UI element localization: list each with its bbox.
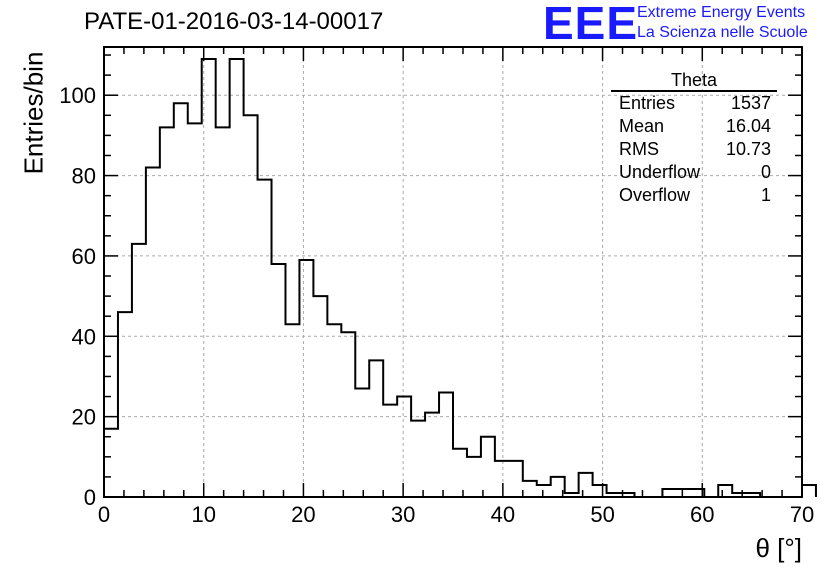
histogram-bin (258, 180, 272, 497)
histogram-bin (523, 481, 537, 497)
histogram-bin (425, 413, 439, 497)
logo-caption: Extreme Energy Events La Scienza nelle S… (637, 3, 808, 43)
y-axis-label: Entries/bin (18, 51, 49, 175)
stats-label: Entries (619, 93, 676, 113)
stats-label: Overflow (619, 185, 691, 205)
stats-row-mean: Mean 16.04 (611, 115, 777, 138)
x-tick-label: 0 (98, 502, 110, 527)
x-tick-label: 50 (590, 502, 614, 527)
histogram-bin (397, 397, 411, 497)
histogram-bin (299, 260, 313, 497)
y-tick-label: 0 (84, 485, 96, 510)
histogram-bin (202, 59, 216, 497)
stats-value: 1537 (730, 93, 771, 113)
y-tick-label: 80 (72, 164, 96, 189)
x-tick-label: 10 (191, 502, 215, 527)
histogram-bin (230, 59, 244, 497)
x-tick-label: 40 (491, 502, 515, 527)
stats-value: 1 (760, 185, 771, 205)
histogram-bin (118, 312, 132, 497)
stats-row-overflow: Overflow 1 (611, 184, 777, 207)
x-tick-label: 30 (391, 502, 415, 527)
stats-value: 0 (760, 162, 771, 182)
stats-row-underflow: Underflow 0 (611, 161, 777, 184)
histogram-bin (579, 473, 593, 497)
stats-label: Underflow (619, 162, 701, 182)
histogram-bin (216, 127, 230, 497)
eee-logo: EEE (543, 0, 639, 49)
histogram-bin (718, 485, 732, 497)
statistics-box: Theta Entries 1537 Mean 16.04 RMS 10.73 … (611, 70, 777, 207)
y-tick-label: 60 (72, 244, 96, 269)
histogram-series-theta (103, 58, 817, 498)
histogram-bin (174, 103, 188, 497)
histogram-bin (341, 332, 355, 497)
histogram-bin (369, 360, 383, 497)
histogram-bin (509, 461, 523, 497)
histogram-bin (411, 421, 425, 497)
histogram-bin (160, 127, 174, 497)
stats-label: Mean (619, 116, 665, 136)
histogram-bin (383, 405, 397, 497)
plot-frame (103, 46, 803, 498)
run-title: PATE-01-2016-03-14-00017 (84, 8, 384, 35)
axis-ticks (103, 47, 803, 498)
stats-value: 16.04 (725, 116, 771, 136)
histogram-bin (676, 489, 690, 497)
histogram-bin (188, 123, 202, 497)
stats-title: Theta (611, 70, 777, 92)
stats-value: 10.73 (725, 139, 771, 159)
y-tick-label: 20 (72, 405, 96, 430)
y-tick-label: 100 (59, 83, 96, 108)
histogram-bin (313, 296, 327, 497)
histogram-bin (244, 115, 258, 497)
logo-caption-line1: Extreme Energy Events (637, 4, 806, 21)
histogram-bin (802, 485, 816, 497)
histogram-bin (662, 489, 676, 497)
histogram-bin (467, 457, 481, 497)
x-axis-label: θ [°] (755, 533, 802, 563)
histogram-bin (537, 485, 551, 497)
stats-row-rms: RMS 10.73 (611, 138, 777, 161)
histogram-bin (327, 324, 341, 497)
y-tick-label: 40 (72, 324, 96, 349)
logo-caption-line2: La Scienza nelle Scuole (637, 24, 808, 41)
stats-label: RMS (619, 139, 659, 159)
histogram-bin (146, 168, 160, 497)
x-tick-label: 60 (690, 502, 714, 527)
x-tick-label: 70 (790, 502, 814, 527)
x-axis-tick-labels: 0 10 20 30 40 50 60 70 (98, 502, 814, 527)
histogram-bin (481, 437, 495, 497)
x-tick-label: 20 (291, 502, 315, 527)
histogram-bin (593, 485, 607, 497)
y-axis-tick-labels: 0 20 40 60 80 100 (59, 83, 96, 510)
histogram-bin (355, 389, 369, 497)
stats-row-entries: Entries 1537 (611, 92, 777, 115)
histogram-bin (495, 461, 509, 497)
histogram-bin (439, 393, 453, 497)
histogram-bin (132, 244, 146, 497)
histogram-bin (285, 324, 299, 497)
histogram-bin (272, 264, 286, 497)
histogram-bin (453, 449, 467, 497)
histogram-bin (104, 429, 118, 497)
